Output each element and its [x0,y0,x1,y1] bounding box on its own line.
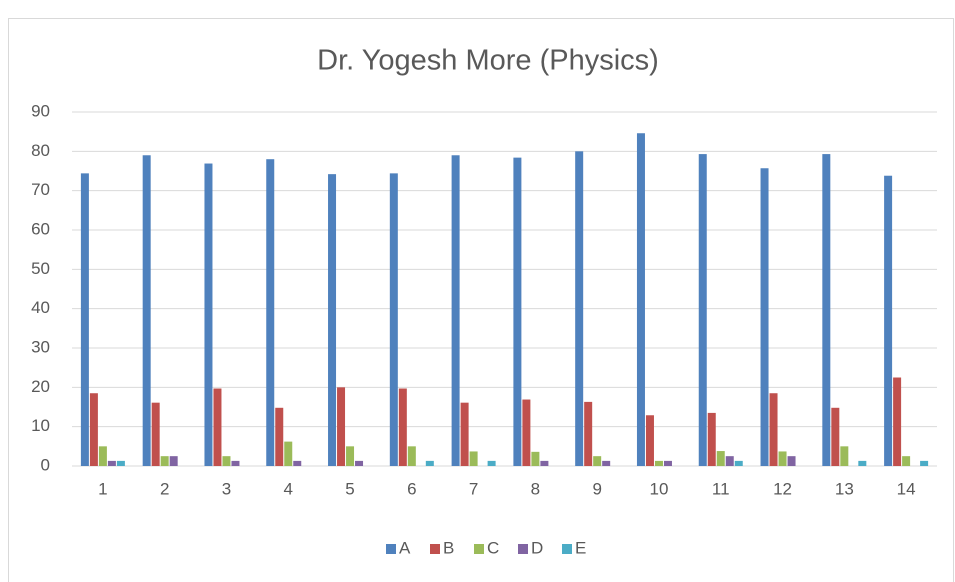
x-tick-label: 8 [531,479,540,498]
legend-swatch [562,544,572,554]
legend-swatch [386,544,396,554]
y-tick-label: 80 [31,141,50,160]
bar [328,174,337,466]
bar [231,460,240,466]
bar [769,393,778,466]
x-tick-label: 14 [897,479,916,498]
bar [284,441,293,466]
bar [451,155,460,466]
y-tick-label: 20 [31,377,50,396]
bar [160,456,169,466]
bar [920,460,929,466]
legend-swatch [430,544,440,554]
bar [389,173,398,467]
bar [884,175,893,466]
bar [425,460,434,466]
bar [522,399,531,466]
bar [169,456,178,466]
bar [398,388,407,466]
y-tick-label: 90 [31,101,50,120]
bar [540,460,549,466]
bar [636,133,645,467]
legend-label: E [575,538,586,557]
x-tick-label: 11 [712,479,730,498]
y-tick-label: 60 [31,219,50,238]
x-tick-label: 12 [773,479,792,498]
y-tick-label: 50 [31,259,50,278]
bar [531,451,540,466]
legend-label: D [531,538,543,557]
bar [760,168,769,466]
bar [460,402,469,466]
bar [204,163,213,466]
y-tick-label: 40 [31,298,50,317]
bar [469,451,478,466]
bar [266,159,275,466]
y-tick-label: 70 [31,180,50,199]
bar [698,154,707,466]
bar [407,446,416,466]
bar [734,460,743,466]
chart-title: Dr. Yogesh More (Physics) [317,45,659,77]
bar [275,407,284,466]
bar [654,460,663,466]
x-tick-label: 2 [160,479,169,498]
x-tick-label: 9 [592,479,601,498]
legend-label: A [399,538,411,557]
x-tick-label: 13 [835,479,854,498]
bar [355,460,364,466]
bar [346,446,355,466]
x-tick-label: 3 [222,479,231,498]
bar [831,407,840,466]
bar [213,388,222,466]
bar [80,173,89,467]
bar [707,412,716,466]
bar [151,402,160,466]
bar [840,446,849,466]
bar [98,446,107,466]
bar [778,451,787,466]
x-tick-label: 4 [284,479,293,498]
x-tick-label: 7 [469,479,478,498]
bar [725,456,734,466]
bar [293,460,302,466]
bar [663,460,672,466]
bar [142,155,151,466]
bar [893,377,902,466]
bar [593,456,602,466]
legend-label: B [443,538,454,557]
legend-label: C [487,538,499,557]
y-tick-label: 0 [41,455,50,474]
x-tick-label: 6 [407,479,416,498]
bar [602,460,611,466]
bar [584,401,593,466]
bar [858,460,867,466]
bar [575,151,584,467]
legend-swatch [474,544,484,554]
bar [822,154,831,466]
x-tick-label: 10 [650,479,669,498]
legend-swatch [518,544,528,554]
bar [487,460,496,466]
y-tick-label: 10 [31,416,50,435]
bar [716,451,725,466]
bar [787,456,796,466]
bar [89,393,98,466]
bar [337,387,346,466]
x-tick-label: 1 [98,479,107,498]
bar [116,460,125,466]
bar [645,415,654,466]
bar [513,157,522,467]
x-tick-label: 5 [345,479,354,498]
bar [902,456,911,466]
y-tick-label: 30 [31,337,50,356]
bar [222,456,231,466]
bar [107,460,116,466]
